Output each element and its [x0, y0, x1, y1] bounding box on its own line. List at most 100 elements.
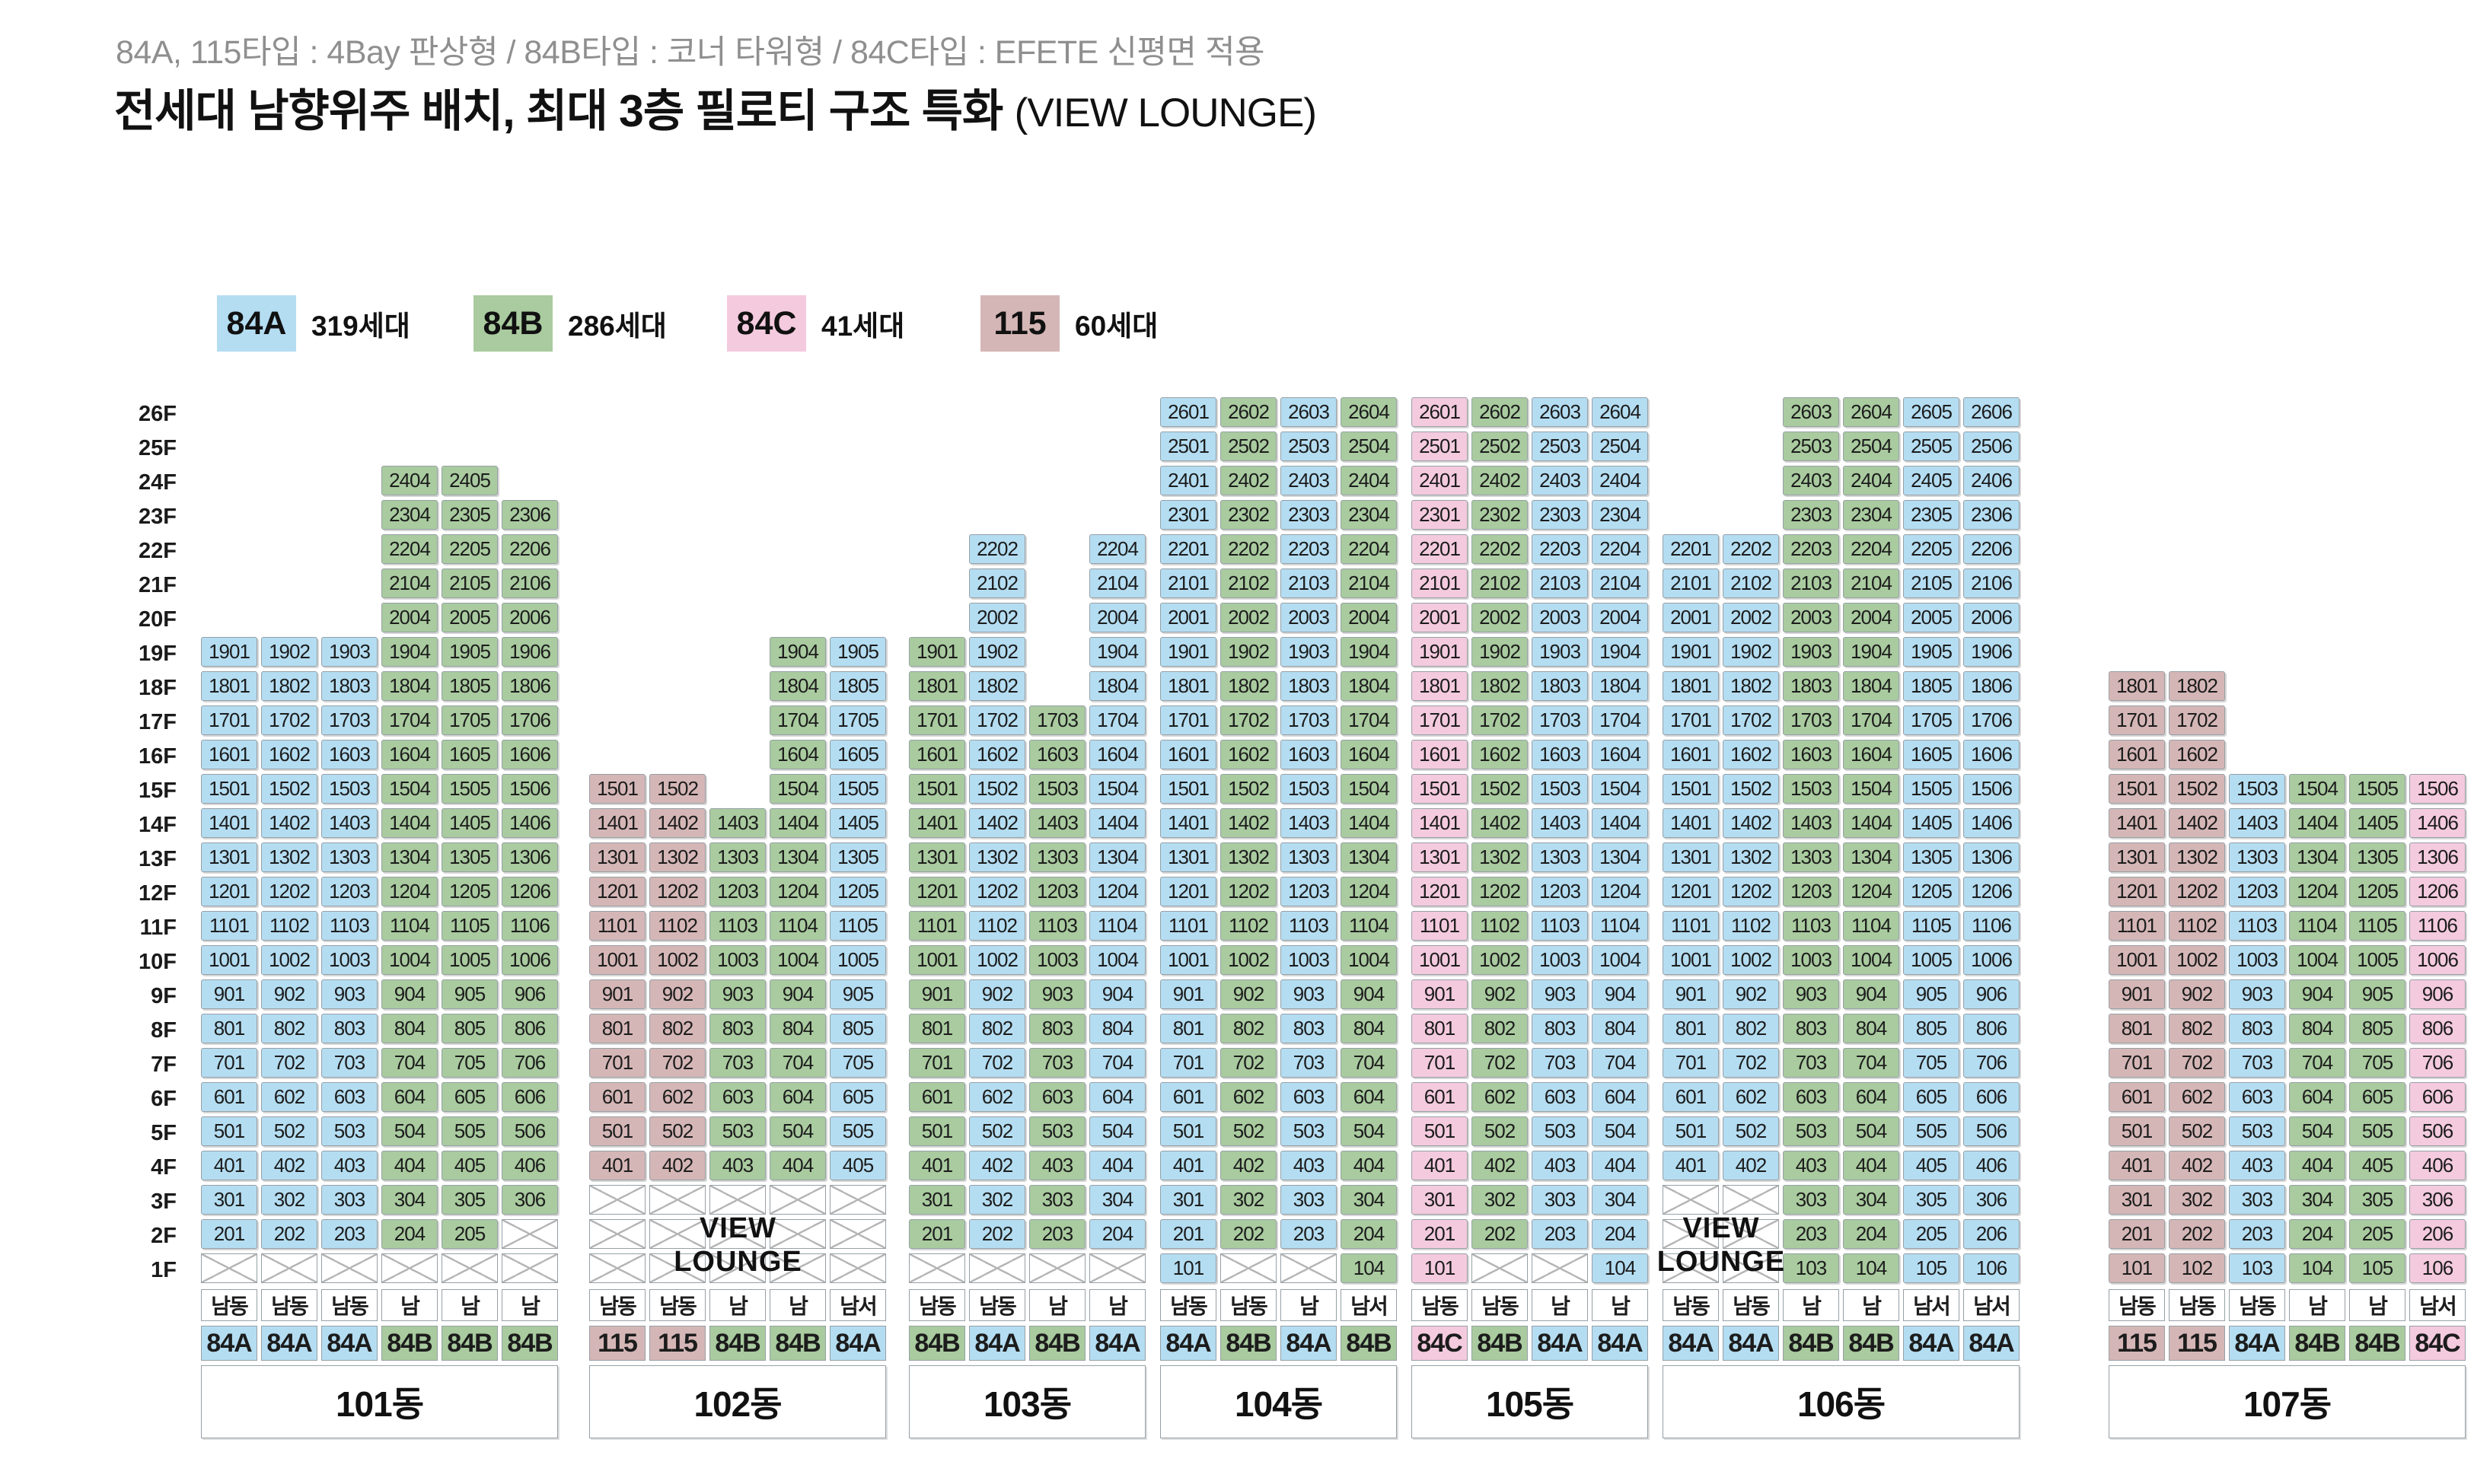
- unit-cell-107-1502: 1502: [2169, 774, 2225, 804]
- unit-cell-106-406: 406: [1963, 1151, 2020, 1180]
- unit-cell-102-1604: 1604: [770, 740, 826, 769]
- unit-cell-105-2203: 2203: [1532, 534, 1588, 564]
- type-cell: 84A: [261, 1326, 317, 1361]
- unit-cell-103-401: 401: [909, 1151, 965, 1180]
- unit-cell-101-1006: 1006: [502, 945, 558, 975]
- pilotis-cell: [321, 1253, 378, 1283]
- unit-cell-106-504: 504: [1843, 1116, 1899, 1146]
- unit-cell-103-1204: 1204: [1089, 877, 1146, 906]
- unit-cell-104-2102: 2102: [1220, 568, 1277, 598]
- unit-cell-105-1103: 1103: [1532, 911, 1588, 941]
- unit-cell-101-1903: 1903: [321, 637, 378, 667]
- unit-cell-104-1201: 1201: [1160, 877, 1216, 906]
- unit-cell-107-1503: 1503: [2229, 774, 2285, 804]
- unit-cell-102-1705: 1705: [830, 705, 886, 735]
- unit-cell-103-1101: 1101: [909, 911, 965, 941]
- unit-cell-106-1804: 1804: [1843, 671, 1899, 701]
- direction-cell: 남: [709, 1289, 766, 1321]
- unit-cell-101-702: 702: [261, 1048, 317, 1078]
- floor-label-26F: 26F: [139, 401, 177, 426]
- view-lounge-label: VIEW LOUNGE: [674, 1212, 802, 1278]
- unit-cell-101-1004: 1004: [381, 945, 438, 975]
- floor-label-11F: 11F: [139, 915, 177, 940]
- unit-cell-106-1401: 1401: [1663, 808, 1719, 838]
- unit-cell-106-601: 601: [1663, 1082, 1719, 1112]
- unit-cell-103-903: 903: [1029, 979, 1086, 1009]
- unit-cell-106-702: 702: [1723, 1048, 1779, 1078]
- pilotis-cell: [649, 1253, 706, 1283]
- building-name-105: 105동: [1411, 1365, 1648, 1438]
- direction-cell: 남: [381, 1289, 438, 1321]
- unit-cell-102-1105: 1105: [830, 911, 886, 941]
- unit-cell-101-1402: 1402: [261, 808, 317, 838]
- type-cell: 84B: [1341, 1326, 1397, 1361]
- unit-cell-105-2501: 2501: [1411, 432, 1468, 461]
- unit-cell-106-2104: 2104: [1843, 568, 1899, 598]
- unit-cell-106-1606: 1606: [1963, 740, 2020, 769]
- unit-cell-103-1603: 1603: [1029, 740, 1086, 769]
- unit-cell-106-2106: 2106: [1963, 568, 2020, 598]
- unit-cell-102-901: 901: [589, 979, 646, 1009]
- unit-cell-101-304: 304: [381, 1185, 438, 1215]
- unit-cell-104-2003: 2003: [1280, 603, 1337, 632]
- unit-cell-102-603: 603: [709, 1082, 766, 1112]
- unit-cell-105-2503: 2503: [1532, 432, 1588, 461]
- unit-cell-106-1704: 1704: [1843, 705, 1899, 735]
- unit-cell-105-1403: 1403: [1532, 808, 1588, 838]
- direction-cell: 남서: [1903, 1289, 1959, 1321]
- unit-cell-107-1303: 1303: [2229, 842, 2285, 872]
- unit-cell-106-804: 804: [1843, 1014, 1899, 1043]
- unit-cell-103-1401: 1401: [909, 808, 965, 838]
- unit-cell-104-1901: 1901: [1160, 637, 1216, 667]
- unit-cell-104-1403: 1403: [1280, 808, 1337, 838]
- floor-label-16F: 16F: [139, 744, 177, 769]
- unit-cell-105-204: 204: [1592, 1219, 1648, 1249]
- pilotis-cell: [709, 1253, 766, 1283]
- unit-cell-105-1202: 1202: [1471, 877, 1528, 906]
- legend-chip-115: 115: [980, 295, 1060, 352]
- unit-cell-101-2105: 2105: [442, 568, 498, 598]
- unit-cell-102-504: 504: [770, 1116, 826, 1146]
- unit-cell-104-803: 803: [1280, 1014, 1337, 1043]
- unit-cell-104-2504: 2504: [1341, 432, 1397, 461]
- unit-cell-107-202: 202: [2169, 1219, 2225, 1249]
- unit-cell-107-504: 504: [2289, 1116, 2345, 1146]
- unit-cell-107-1506: 1506: [2409, 774, 2466, 804]
- unit-cell-104-1102: 1102: [1220, 911, 1277, 941]
- unit-cell-103-1201: 1201: [909, 877, 965, 906]
- unit-cell-101-1206: 1206: [502, 877, 558, 906]
- type-cell: 84B: [1783, 1326, 1839, 1361]
- unit-cell-101-803: 803: [321, 1014, 378, 1043]
- direction-cell: 남동: [1723, 1289, 1779, 1321]
- unit-cell-107-1006: 1006: [2409, 945, 2466, 975]
- type-cell: 84B: [381, 1326, 438, 1361]
- unit-cell-107-402: 402: [2169, 1151, 2225, 1180]
- unit-cell-103-1601: 1601: [909, 740, 965, 769]
- floor-label-25F: 25F: [139, 435, 177, 460]
- unit-cell-107-502: 502: [2169, 1116, 2225, 1146]
- unit-cell-107-606: 606: [2409, 1082, 2466, 1112]
- unit-cell-101-802: 802: [261, 1014, 317, 1043]
- unit-cell-105-2104: 2104: [1592, 568, 1648, 598]
- unit-cell-105-403: 403: [1532, 1151, 1588, 1180]
- unit-cell-103-203: 203: [1029, 1219, 1086, 1249]
- unit-cell-101-1302: 1302: [261, 842, 317, 872]
- unit-cell-105-1002: 1002: [1471, 945, 1528, 975]
- type-cell: 84B: [2289, 1326, 2345, 1361]
- unit-cell-101-1202: 1202: [261, 877, 317, 906]
- unit-cell-103-201: 201: [909, 1219, 965, 1249]
- unit-cell-102-1404: 1404: [770, 808, 826, 838]
- floor-label-3F: 3F: [151, 1189, 177, 1214]
- unit-cell-103-1303: 1303: [1029, 842, 1086, 872]
- unit-cell-106-104: 104: [1843, 1253, 1899, 1283]
- unit-cell-105-1201: 1201: [1411, 877, 1468, 906]
- unit-cell-104-501: 501: [1160, 1116, 1216, 1146]
- type-cell: 84A: [1723, 1326, 1779, 1361]
- unit-cell-101-305: 305: [442, 1185, 498, 1215]
- unit-cell-106-501: 501: [1663, 1116, 1719, 1146]
- unit-cell-103-302: 302: [969, 1185, 1025, 1215]
- type-cell: 84B: [2349, 1326, 2405, 1361]
- unit-cell-103-704: 704: [1089, 1048, 1146, 1078]
- unit-cell-105-504: 504: [1592, 1116, 1648, 1146]
- unit-cell-104-701: 701: [1160, 1048, 1216, 1078]
